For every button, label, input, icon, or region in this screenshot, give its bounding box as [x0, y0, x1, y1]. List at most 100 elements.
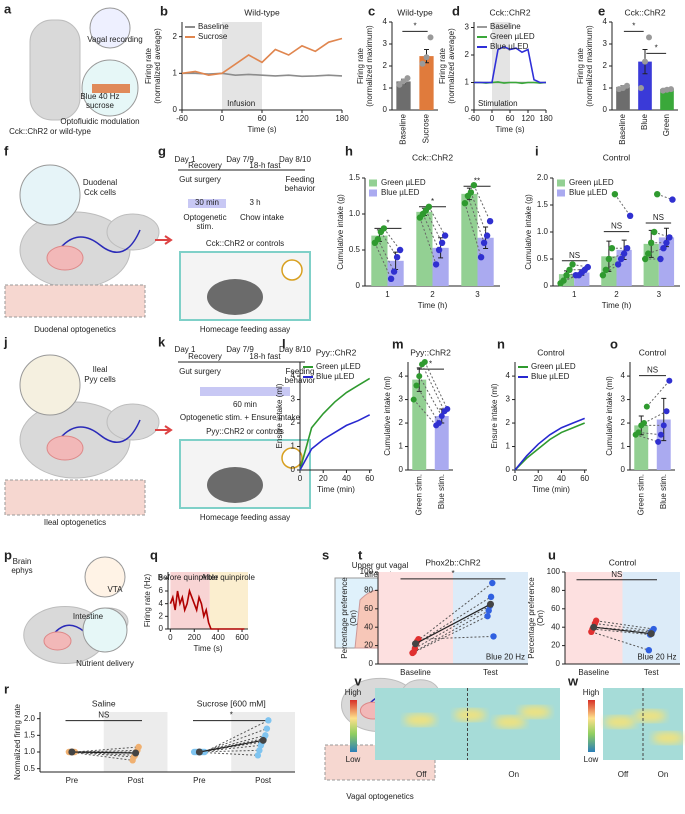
annotation: NS: [611, 222, 622, 231]
data-point: [566, 266, 573, 273]
y-tick-label: 3: [291, 395, 296, 404]
y-tick-label: 60: [551, 604, 560, 613]
y-tick-label: 3: [399, 395, 404, 404]
data-point: [487, 593, 495, 601]
data-point: [623, 245, 631, 252]
data-point: [435, 420, 442, 427]
pair-line: [71, 751, 136, 756]
diagram-label: behavior: [285, 184, 316, 193]
y-tick-label: 4: [506, 371, 511, 380]
y-tick-label: 20: [364, 641, 373, 650]
chart-title: Cck::ChR2: [412, 152, 453, 162]
x-tick-label: 120: [295, 114, 309, 123]
x-axis-label: Time (s): [495, 125, 524, 134]
inset: [84, 556, 126, 598]
y-tick-label: 2.0: [24, 714, 36, 723]
pair-line: [201, 734, 266, 753]
data-point: [135, 743, 142, 751]
diagram-label: Cck::ChR2 or controls: [206, 239, 284, 248]
x-tick-label: Green: [662, 114, 671, 136]
data-point: [490, 633, 497, 640]
panel-letter: l: [282, 336, 286, 351]
bar: [461, 193, 478, 286]
y-tick-label: 1.0: [349, 209, 361, 218]
y-tick-label: 0: [369, 659, 374, 668]
y-tick-label: 0: [621, 465, 626, 474]
data-point: [651, 228, 658, 236]
x-tick-label: Baseline: [399, 113, 408, 144]
data-point: [483, 232, 491, 239]
x-tick-label: 0: [168, 633, 173, 642]
y-tick-label: 0: [556, 659, 561, 668]
pair-line: [418, 635, 494, 640]
y-tick-label: 1: [506, 442, 511, 451]
y-tick-label: 0.5: [537, 254, 549, 263]
data-point: [642, 58, 648, 65]
series-line: [181, 37, 343, 76]
chart-title: Cck::ChR2: [489, 7, 530, 17]
group-label: Sucrose [600 mM]: [197, 698, 266, 708]
x-tick-label: 60: [258, 114, 267, 123]
y-tick-label: 0.5: [24, 764, 36, 773]
data-point: [421, 359, 428, 365]
pair-line: [374, 242, 392, 280]
diagram-label: Recovery: [188, 352, 222, 361]
mean-point: [195, 748, 203, 756]
mean-point: [590, 623, 598, 631]
data-point: [425, 203, 433, 210]
data-point: [410, 396, 417, 403]
y-tick-label: 1: [383, 83, 388, 92]
panel-letter: d: [452, 3, 460, 18]
pair-line: [596, 620, 654, 630]
mean-line: [415, 603, 491, 645]
panel-letter: b: [160, 3, 168, 18]
x-label: On: [658, 770, 669, 779]
data-point: [265, 717, 272, 724]
pair-line: [605, 258, 622, 271]
x-tick-label: Test: [644, 668, 659, 677]
diagram-label: Cck cells: [84, 188, 116, 197]
y-tick-label: 1: [173, 68, 178, 77]
x-label: Off: [416, 770, 427, 779]
y-tick-label: 2: [621, 418, 626, 427]
stim-bar: [200, 387, 290, 396]
diagram-label: Upper gut vagal: [352, 561, 409, 570]
data-point: [560, 277, 567, 284]
probe: [92, 84, 130, 93]
gut-inset: [4, 284, 146, 318]
series-line: [299, 414, 371, 471]
chart-title: Cck::ChR2: [624, 7, 665, 17]
x-axis-label: Time (s): [193, 644, 222, 653]
data-point: [393, 254, 401, 261]
data-point: [419, 60, 426, 67]
y-tick-label: 1.5: [24, 730, 36, 739]
y-tick-label: 4: [399, 371, 404, 380]
data-point: [660, 245, 667, 252]
diagram-label: stim.: [197, 222, 214, 231]
x-label: On: [508, 770, 519, 779]
data-point: [380, 225, 388, 232]
y-tick-label: 40: [364, 622, 373, 631]
arrow: [155, 235, 173, 245]
pair-line: [200, 738, 264, 753]
x-tick-label: Sucrose: [422, 113, 431, 143]
category-band: [167, 712, 232, 772]
data-point: [657, 255, 664, 263]
y-axis-label: (On): [349, 610, 358, 626]
diagram-label: Homecage feeding assay: [200, 513, 290, 522]
x-tick-label: -60: [176, 114, 188, 123]
data-point: [444, 405, 451, 412]
data-point: [400, 78, 407, 85]
shaded-region: [222, 22, 262, 110]
diagram-label: Brain: [13, 557, 32, 566]
pair-line: [467, 195, 485, 243]
legend-label: Baseline: [198, 22, 229, 31]
y-axis-label: Cumulative intake (g): [524, 194, 533, 270]
y-axis-label: Percentage preference: [527, 577, 536, 659]
heat-blob: [519, 706, 551, 718]
heat-blob: [634, 710, 666, 722]
pair-line: [70, 751, 134, 758]
data-point: [438, 239, 446, 246]
data-point: [641, 420, 648, 427]
data-point: [642, 255, 649, 263]
